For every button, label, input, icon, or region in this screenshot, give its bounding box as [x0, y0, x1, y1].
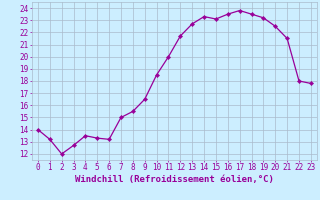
X-axis label: Windchill (Refroidissement éolien,°C): Windchill (Refroidissement éolien,°C) [75, 175, 274, 184]
